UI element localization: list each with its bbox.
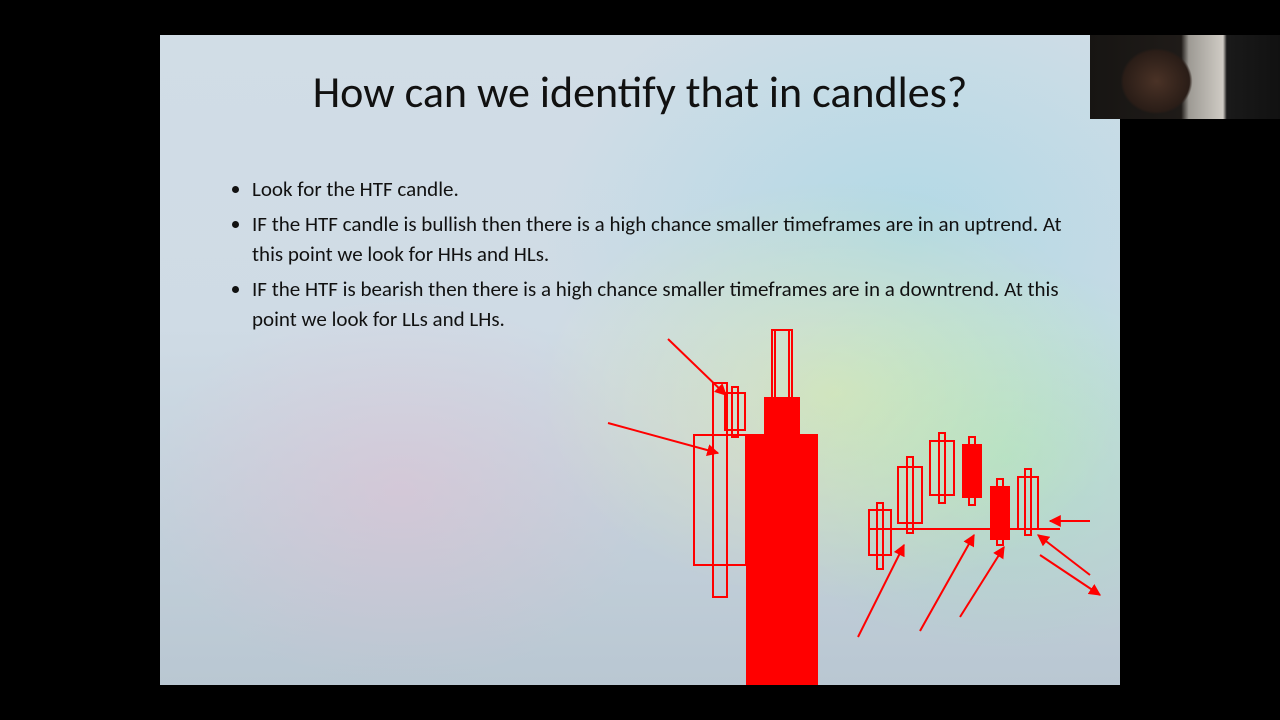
slide-stage: How can we identify that in candles? Loo…	[160, 35, 1120, 685]
webcam-overlay	[1090, 35, 1280, 119]
bullet-item: Look for the HTF candle.	[252, 175, 1080, 204]
candlestick-diagram	[160, 35, 1120, 685]
bullet-item: IF the HTF candle is bullish then there …	[252, 210, 1080, 269]
bullet-list: Look for the HTF candle. IF the HTF cand…	[216, 175, 1080, 340]
slide-title: How can we identify that in candles?	[160, 65, 1120, 119]
bullet-item: IF the HTF is bearish then there is a hi…	[252, 275, 1080, 334]
